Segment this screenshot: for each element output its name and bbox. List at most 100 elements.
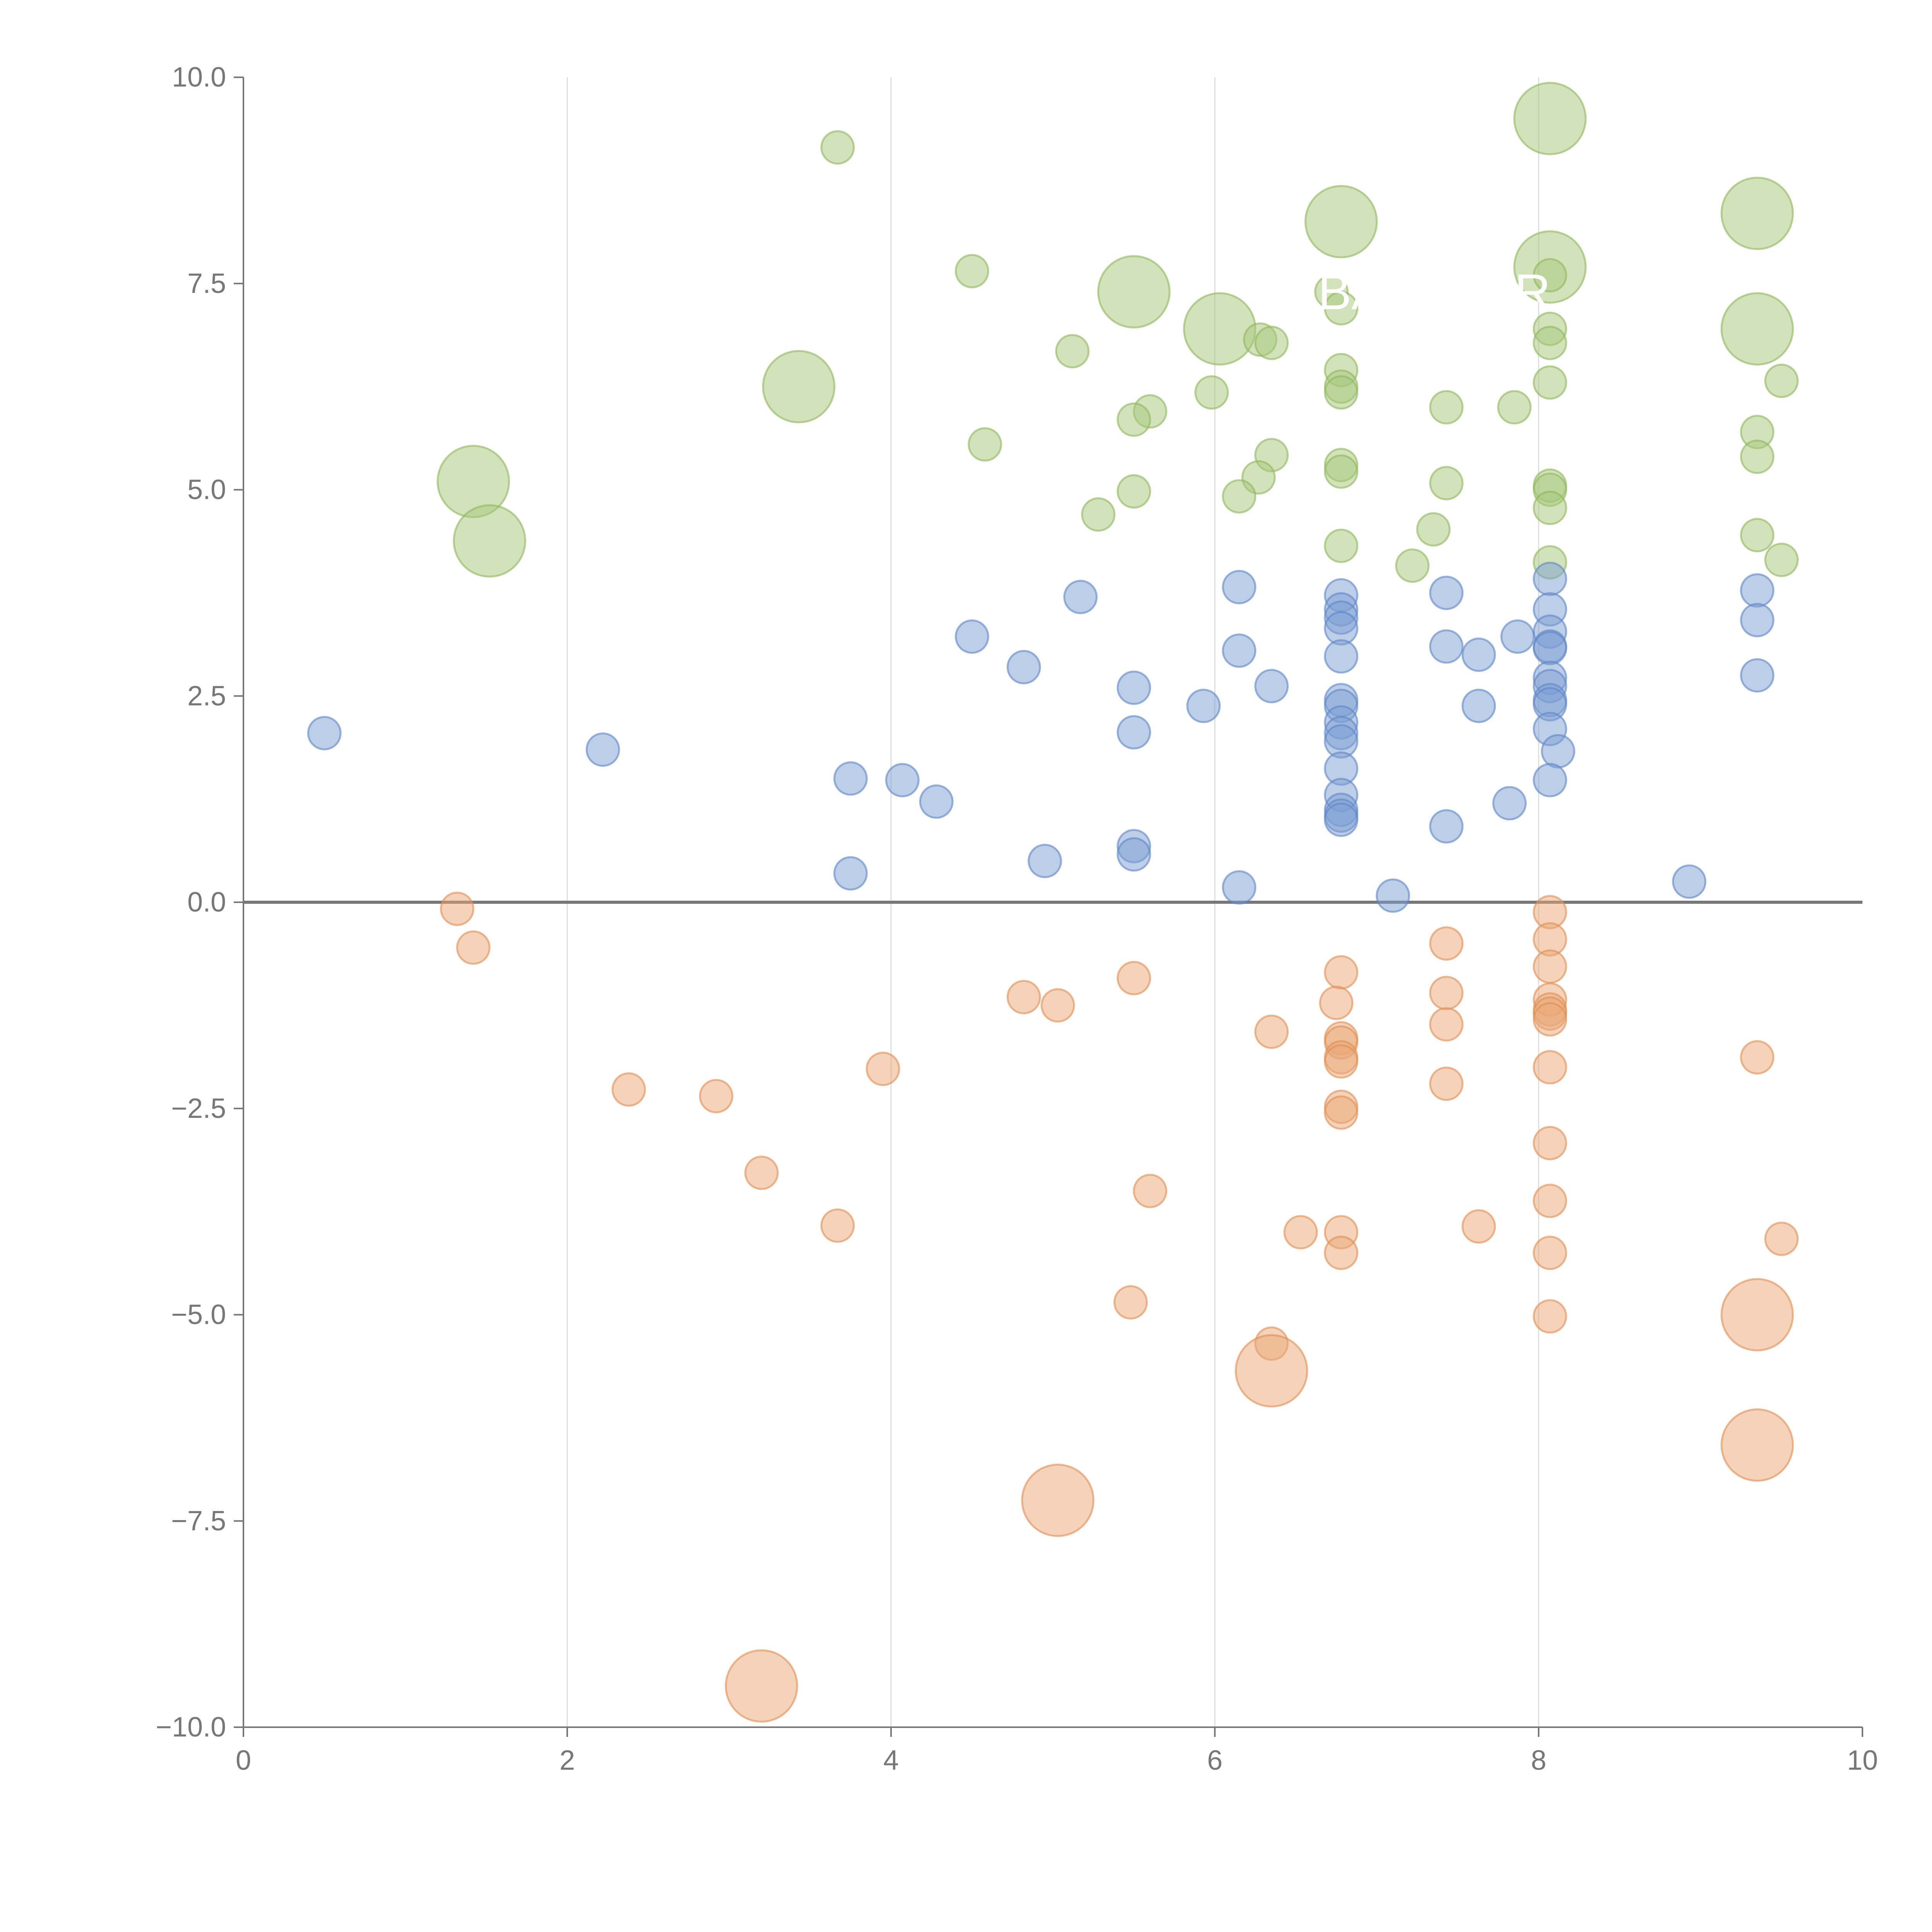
blue-bubble bbox=[885, 763, 920, 798]
blue-bubble bbox=[1461, 638, 1496, 672]
green-bubble bbox=[1513, 82, 1587, 155]
orange-bubble bbox=[1720, 1408, 1794, 1482]
orange-bubble bbox=[456, 930, 491, 965]
blue-bubble bbox=[1740, 658, 1775, 693]
annotations: BA R bbox=[1318, 264, 1551, 320]
green-bubble bbox=[1117, 402, 1151, 437]
blue-bubble bbox=[1117, 837, 1151, 872]
blue-bubble bbox=[1429, 809, 1464, 844]
annotation-label: BA bbox=[1318, 264, 1385, 320]
green-bubble bbox=[1532, 490, 1567, 525]
orange-bubble bbox=[1532, 1235, 1567, 1270]
blue-bubble bbox=[1429, 575, 1464, 610]
orange-bubble bbox=[866, 1051, 900, 1086]
blue-bubble bbox=[1672, 864, 1707, 899]
orange-bubble bbox=[1532, 1184, 1567, 1218]
orange-bubble bbox=[1532, 1126, 1567, 1160]
y-tick-label: −10.0 bbox=[156, 1712, 226, 1743]
green-bubble bbox=[1429, 390, 1464, 425]
green-bubble bbox=[1194, 375, 1229, 410]
green-bubble bbox=[762, 350, 836, 423]
blue-bubble bbox=[1222, 570, 1257, 604]
orange-bubble bbox=[1429, 1066, 1464, 1101]
green-bubble bbox=[452, 504, 526, 578]
green-bubble bbox=[1055, 334, 1090, 369]
blue-bubble bbox=[1492, 786, 1527, 821]
orange-bubble bbox=[724, 1649, 798, 1723]
orange-bubble bbox=[1532, 1002, 1567, 1037]
blue-bubble bbox=[1461, 689, 1496, 723]
orange-bubble bbox=[1324, 1235, 1359, 1270]
x-tick-label: 6 bbox=[1207, 1745, 1223, 1776]
orange-bubble bbox=[440, 891, 474, 926]
orange-bubble bbox=[1532, 949, 1567, 984]
orange-bubble bbox=[1117, 961, 1151, 995]
blue-bubble bbox=[585, 732, 620, 767]
green-bubble bbox=[1081, 497, 1116, 532]
blue-bubble bbox=[1541, 734, 1575, 769]
green-bubble bbox=[1097, 255, 1171, 328]
green-bubble bbox=[955, 254, 989, 289]
x-tick-label: 4 bbox=[883, 1745, 899, 1776]
green-bubble bbox=[1720, 292, 1794, 366]
green-bubble bbox=[1183, 292, 1257, 366]
blue-bubble bbox=[919, 784, 954, 819]
blue-bubble bbox=[1500, 619, 1535, 654]
y-tick-label: 0.0 bbox=[187, 887, 226, 918]
green-bubble bbox=[1304, 185, 1378, 259]
y-tick-label: 5.0 bbox=[187, 474, 226, 505]
x-tick-label: 0 bbox=[236, 1745, 251, 1776]
orange-bubble bbox=[1021, 1463, 1095, 1537]
blue-bubble bbox=[833, 856, 868, 891]
green-bubble bbox=[1764, 364, 1799, 398]
orange-bubble bbox=[744, 1155, 779, 1190]
blue-bubble bbox=[955, 619, 989, 654]
orange-bubble bbox=[1324, 1095, 1359, 1130]
blue-bubble bbox=[1027, 844, 1062, 878]
green-bubble bbox=[968, 427, 1002, 462]
green-bubble bbox=[1740, 518, 1775, 553]
blue-bubble bbox=[1117, 715, 1151, 750]
green-bubble bbox=[1324, 375, 1359, 410]
orange-bubble bbox=[1324, 1044, 1359, 1079]
x-tick-label: 10 bbox=[1847, 1745, 1878, 1776]
green-bubble bbox=[1324, 291, 1359, 326]
orange-bubble bbox=[1235, 1334, 1308, 1408]
green-bubble bbox=[1720, 177, 1794, 250]
green-bubble bbox=[820, 130, 855, 165]
green-bubble bbox=[1740, 439, 1775, 474]
blue-bubble bbox=[307, 716, 342, 750]
orange-bubble bbox=[611, 1072, 646, 1107]
green-bubble bbox=[1222, 479, 1257, 514]
orange-bubble bbox=[1429, 926, 1464, 961]
annotation-partial-label: R bbox=[1514, 264, 1551, 320]
orange-bubble bbox=[1532, 1299, 1567, 1334]
orange-bubble bbox=[1429, 1007, 1464, 1042]
x-tick-label: 8 bbox=[1531, 1745, 1546, 1776]
green-bubble bbox=[1532, 258, 1567, 293]
green-bubble bbox=[1429, 466, 1464, 500]
axes: 10.0 7.5 5.0 2.5 0.0 −2.5 −5.0 −7.5 −10.0 0 2 4 6 8 10 bbox=[156, 62, 1878, 1776]
y-tick-label: −5.0 bbox=[171, 1299, 226, 1330]
y-tick-label: −7.5 bbox=[171, 1505, 226, 1536]
blue-bubble bbox=[1532, 561, 1567, 596]
orange-bubble bbox=[1532, 1050, 1567, 1085]
green-bubble bbox=[1395, 548, 1430, 583]
orange-bubble bbox=[1283, 1215, 1318, 1250]
orange-bubble bbox=[1041, 988, 1075, 1023]
blue-bubble bbox=[1254, 669, 1289, 704]
orange-bubble bbox=[1133, 1173, 1167, 1208]
y-tick-label: 10.0 bbox=[172, 62, 226, 93]
blue-bubble bbox=[1532, 631, 1567, 665]
green-bubble bbox=[1117, 474, 1151, 509]
blue-bubble bbox=[1007, 650, 1041, 685]
blue-bubble bbox=[1376, 878, 1410, 913]
orange-bubble bbox=[1113, 1285, 1148, 1320]
green-bubble bbox=[1416, 512, 1451, 547]
blue-bubble bbox=[1324, 803, 1359, 837]
orange-bubble bbox=[1324, 955, 1359, 990]
green-bubble bbox=[1497, 390, 1532, 425]
orange-bubble bbox=[1461, 1209, 1496, 1244]
green-bubble bbox=[1324, 529, 1359, 563]
